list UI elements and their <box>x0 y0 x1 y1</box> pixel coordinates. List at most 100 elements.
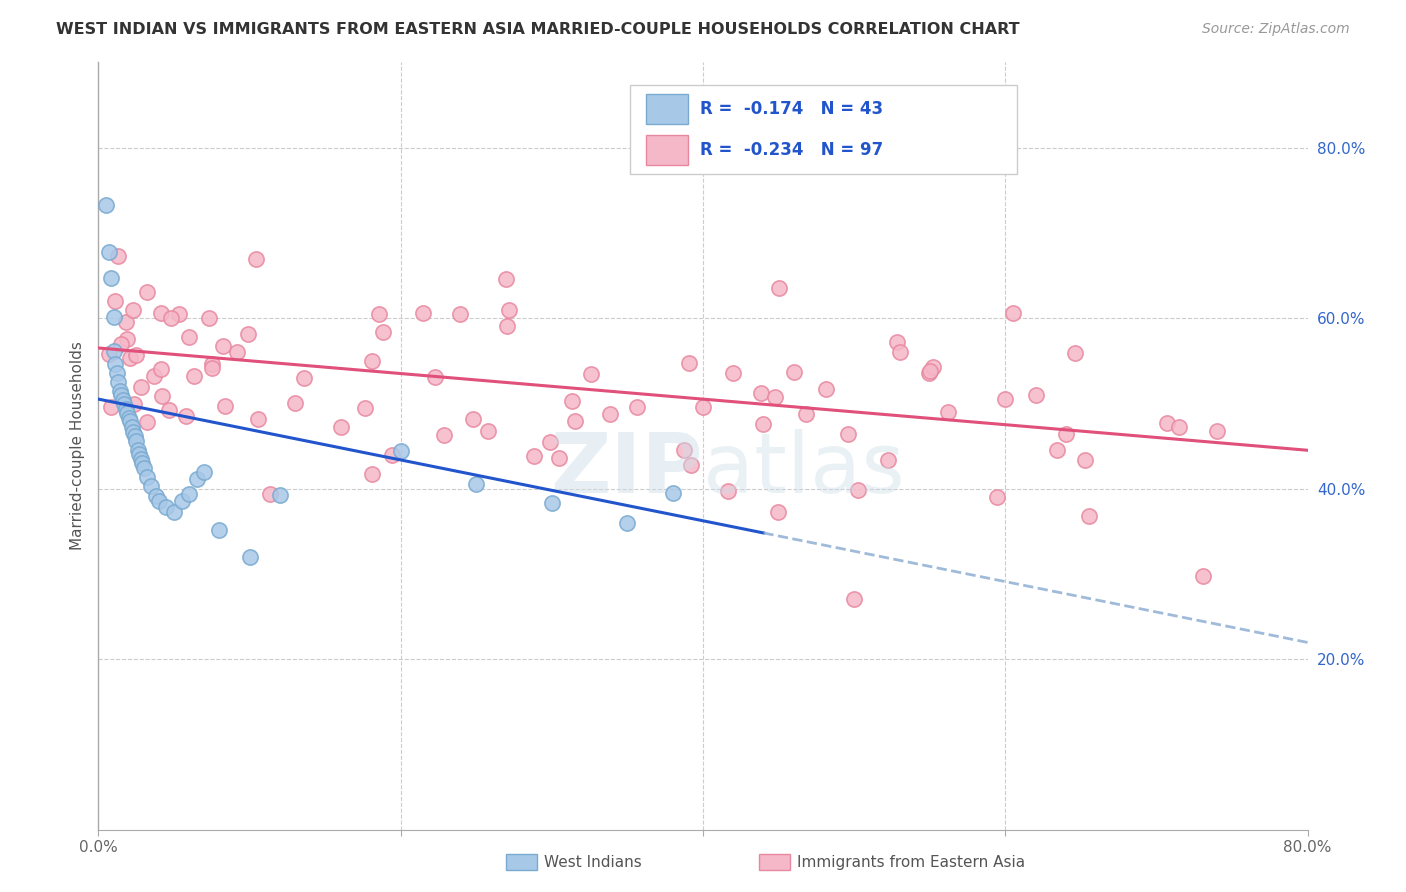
Point <box>1054 427 1077 442</box>
Point <box>193 465 215 479</box>
Point <box>186 471 208 485</box>
Point <box>353 401 375 416</box>
Point <box>994 392 1017 407</box>
Point <box>561 393 583 408</box>
Point <box>155 500 177 514</box>
Point <box>1024 388 1046 402</box>
Point <box>115 332 138 346</box>
Point <box>814 382 837 396</box>
Point <box>135 416 157 430</box>
Point <box>145 489 167 503</box>
Point <box>678 356 700 370</box>
Point <box>673 442 696 457</box>
Point <box>579 367 602 381</box>
Point <box>226 345 249 359</box>
Point <box>844 591 866 606</box>
Point <box>1002 306 1025 320</box>
Point <box>523 449 546 463</box>
Point <box>412 306 434 320</box>
Point <box>783 365 806 379</box>
Point <box>723 366 745 380</box>
Point <box>201 360 224 375</box>
Point <box>540 496 562 510</box>
Point <box>751 386 773 401</box>
Point <box>115 316 138 330</box>
Point <box>259 487 281 501</box>
Point <box>132 461 155 475</box>
Point <box>477 424 499 438</box>
Point <box>125 348 148 362</box>
Point <box>449 307 471 321</box>
Point <box>214 399 236 413</box>
Point <box>717 483 740 498</box>
Point <box>176 409 198 423</box>
Point <box>768 505 790 519</box>
Text: Immigrants from Eastern Asia: Immigrants from Eastern Asia <box>797 855 1025 870</box>
Point <box>432 428 454 442</box>
Point <box>495 319 517 334</box>
Point <box>538 435 561 450</box>
Point <box>118 411 141 425</box>
Point <box>548 450 571 465</box>
Point <box>1192 568 1215 582</box>
Point <box>170 494 193 508</box>
Point <box>104 357 127 371</box>
Point <box>389 444 412 458</box>
Point <box>122 302 145 317</box>
Point <box>105 366 128 380</box>
Text: WEST INDIAN VS IMMIGRANTS FROM EASTERN ASIA MARRIED-COUPLE HOUSEHOLDS CORRELATIO: WEST INDIAN VS IMMIGRANTS FROM EASTERN A… <box>56 22 1019 37</box>
Point <box>124 429 146 443</box>
Point <box>131 456 153 470</box>
Point <box>465 476 488 491</box>
Point <box>122 425 145 439</box>
Point <box>183 368 205 383</box>
Point <box>208 523 231 537</box>
Point <box>794 408 817 422</box>
Point <box>889 345 911 359</box>
Point <box>986 490 1008 504</box>
Point <box>125 434 148 448</box>
Point <box>599 407 621 421</box>
Point <box>100 271 122 285</box>
Point <box>330 419 353 434</box>
Point <box>135 470 157 484</box>
Point <box>129 451 152 466</box>
Point <box>197 311 219 326</box>
Point <box>1168 419 1191 434</box>
Point <box>564 414 586 428</box>
Point <box>765 390 787 404</box>
Point <box>112 397 135 411</box>
Point <box>1046 443 1069 458</box>
Point <box>284 395 307 409</box>
Point <box>461 412 484 426</box>
Point <box>160 311 183 326</box>
Point <box>246 412 269 426</box>
Point <box>1064 345 1087 359</box>
Point <box>1074 453 1097 467</box>
Point <box>361 354 384 368</box>
Point <box>381 448 404 462</box>
Point <box>121 420 143 434</box>
Point <box>103 344 125 359</box>
Point <box>361 467 384 482</box>
Point <box>918 364 941 378</box>
Point <box>768 280 790 294</box>
Point <box>211 339 233 353</box>
Point <box>100 400 122 414</box>
Y-axis label: Married-couple Households: Married-couple Households <box>69 342 84 550</box>
Point <box>107 375 129 389</box>
Point <box>292 371 315 385</box>
Point <box>157 403 180 417</box>
Point <box>681 458 703 472</box>
Text: West Indians: West Indians <box>544 855 643 870</box>
Point <box>98 347 121 361</box>
Text: Source: ZipAtlas.com: Source: ZipAtlas.com <box>1202 22 1350 37</box>
Point <box>136 285 159 299</box>
Point <box>120 414 142 428</box>
Point <box>752 417 775 431</box>
Point <box>141 479 163 493</box>
Point <box>238 327 260 342</box>
Point <box>837 427 859 442</box>
Point <box>269 488 291 502</box>
Point <box>367 307 389 321</box>
